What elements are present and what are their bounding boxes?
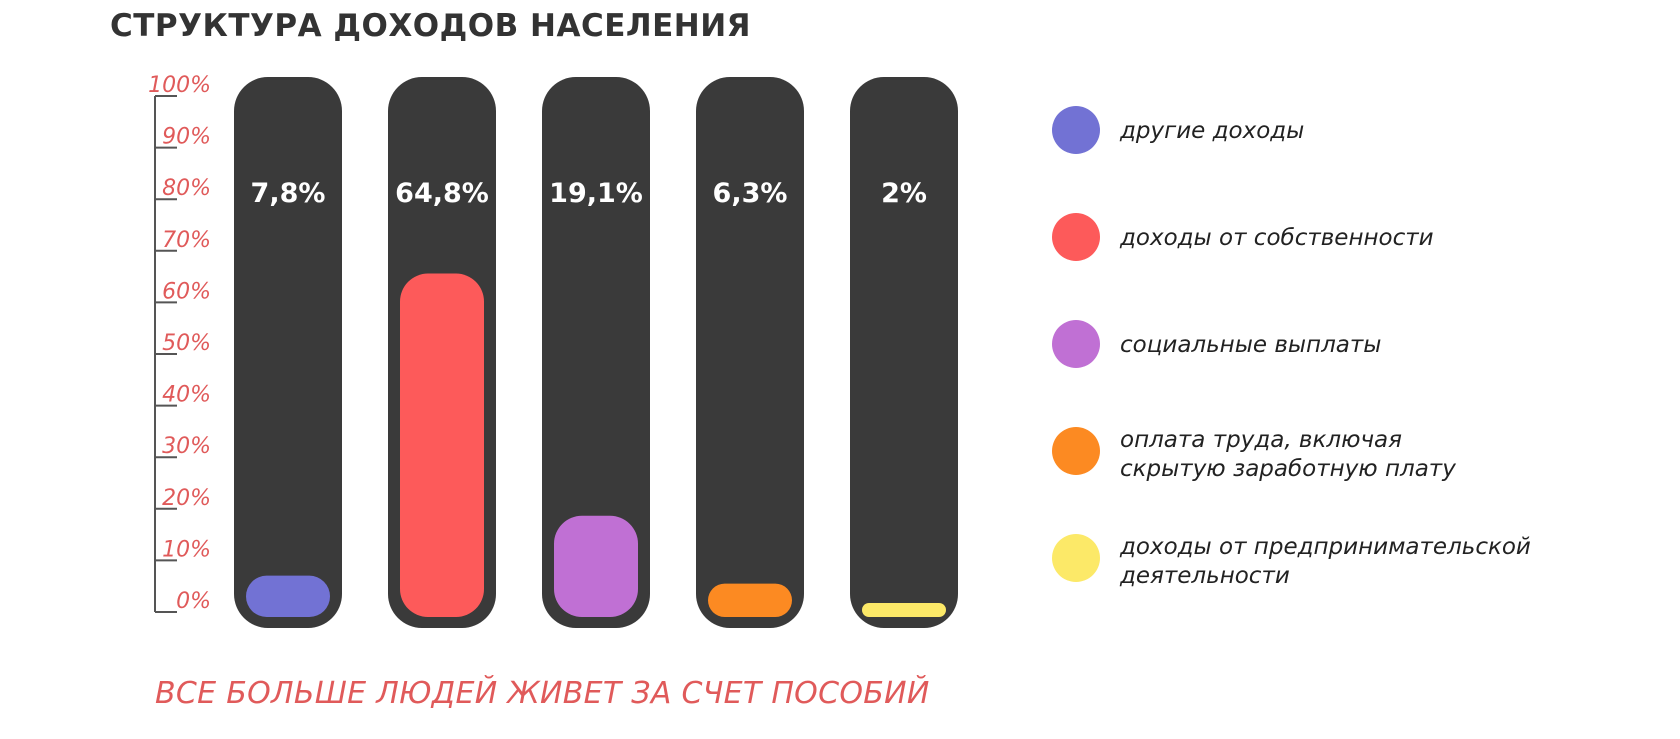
legend-label-3-line-1: социальные выплаты <box>1120 332 1381 358</box>
chart-title: СТРУКТУРА ДОХОДОВ НАСЕЛЕНИЯ <box>110 8 752 44</box>
y-tick-label-50: 50% <box>162 331 211 356</box>
bar-value-label-5: 2% <box>881 178 927 209</box>
y-tick-label-30: 30% <box>162 434 211 459</box>
bar-fill-3 <box>554 515 638 617</box>
legend-label-1-line-1: другие доходы <box>1119 118 1304 144</box>
y-tick-label-70: 70% <box>162 228 211 253</box>
legend-label-2-line-1: доходы от собственности <box>1119 225 1434 251</box>
footer-caption: ВСЕ БОЛЬШЕ ЛЮДЕЙ ЖИВЕТ ЗА СЧЕТ ПОСОБИЙ <box>155 676 930 711</box>
y-tick-label-90: 90% <box>162 125 211 150</box>
legend-label-4-line-2: скрытую заработную плату <box>1120 456 1456 482</box>
legend-swatch-5 <box>1052 534 1100 582</box>
bar-value-label-4: 6,3% <box>713 178 788 209</box>
bar-fill-1 <box>246 575 330 617</box>
bar-track-5 <box>850 77 958 628</box>
bar-value-label-2: 64,8% <box>395 178 489 209</box>
y-tick-label-40: 40% <box>162 383 211 408</box>
y-tick-label-10: 10% <box>162 537 211 562</box>
legend-label-4-line-1: оплата труда, включая <box>1120 427 1402 453</box>
legend-swatch-2 <box>1052 213 1100 261</box>
y-tick-label-0: 0% <box>176 589 211 614</box>
y-tick-label-20: 20% <box>162 486 211 511</box>
legend-label-5-line-2: деятельности <box>1119 563 1290 589</box>
bar-fill-4 <box>708 583 792 617</box>
bar-fill-2 <box>400 273 484 617</box>
legend-swatch-4 <box>1052 427 1100 475</box>
bar-track-1 <box>234 77 342 628</box>
legend-swatch-3 <box>1052 320 1100 368</box>
legend-swatch-1 <box>1052 106 1100 154</box>
bar-value-label-1: 7,8% <box>251 178 326 209</box>
bar-track-3 <box>542 77 650 628</box>
bar-fill-5 <box>862 603 946 617</box>
legend-label-5-line-1: доходы от предпринимательской <box>1119 534 1531 560</box>
y-tick-label-100: 100% <box>148 73 211 98</box>
y-tick-label-80: 80% <box>162 176 211 201</box>
bar-value-label-3: 19,1% <box>549 178 643 209</box>
bar-track-4 <box>696 77 804 628</box>
y-tick-label-60: 60% <box>162 279 211 304</box>
